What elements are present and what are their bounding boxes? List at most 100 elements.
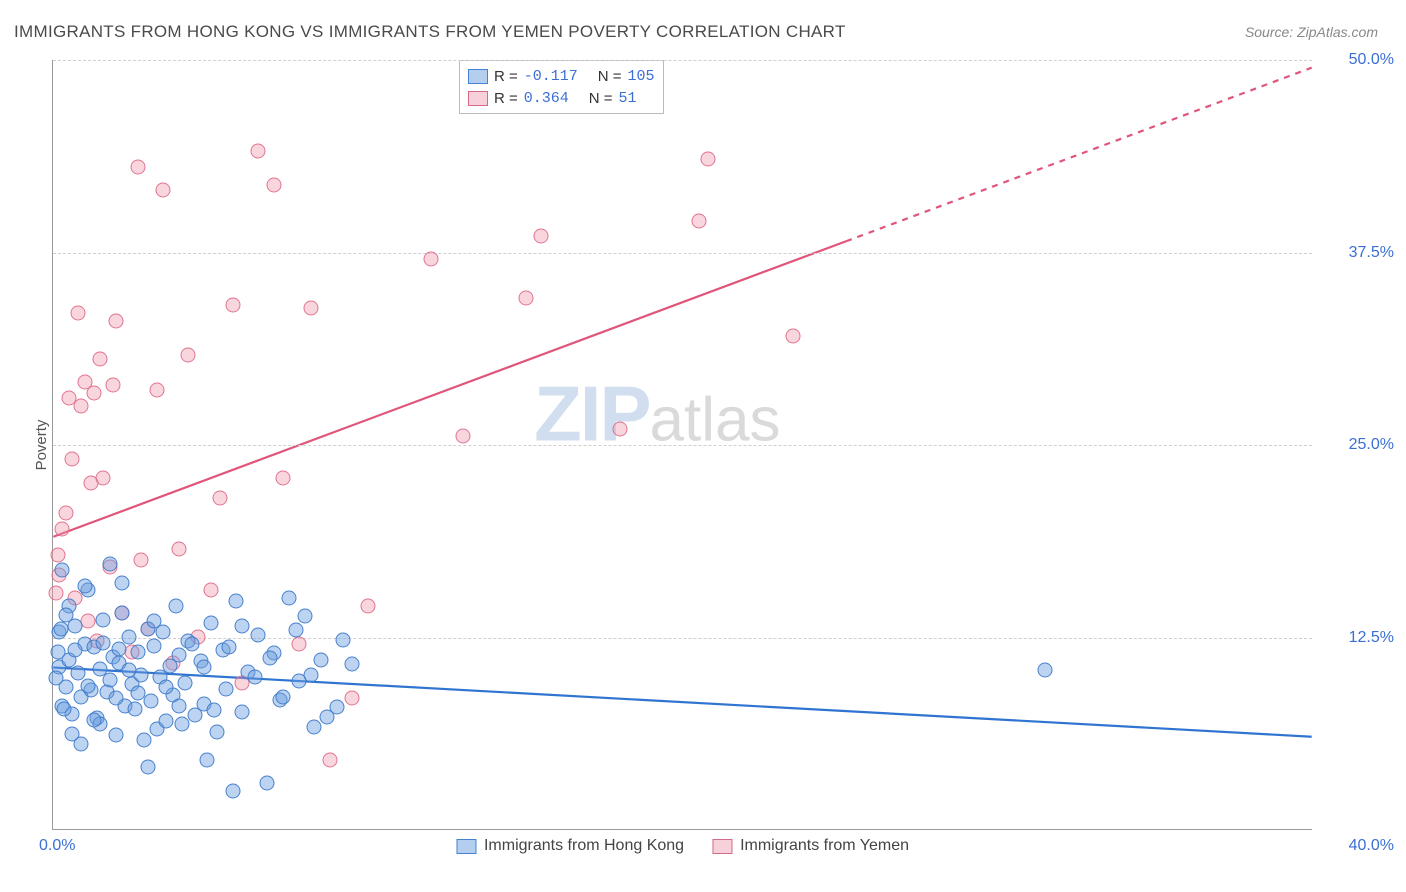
y-tick-label: 12.5% — [1322, 629, 1394, 647]
x-tick-origin: 0.0% — [39, 837, 75, 855]
legend-row-yemen: R = 0.364 N = 51 — [468, 87, 655, 109]
legend-item-yemen: Immigrants from Yemen — [712, 837, 909, 855]
data-point — [225, 298, 240, 313]
data-point — [181, 347, 196, 362]
gridline — [53, 60, 1312, 61]
data-point — [345, 657, 360, 672]
data-point — [307, 720, 322, 735]
data-point — [200, 752, 215, 767]
data-point — [288, 623, 303, 638]
y-tick-label: 37.5% — [1322, 244, 1394, 262]
swatch-pink-icon — [712, 839, 732, 854]
chart-title: IMMIGRANTS FROM HONG KONG VS IMMIGRANTS … — [14, 22, 846, 42]
data-point — [131, 159, 146, 174]
data-point — [50, 644, 65, 659]
data-point — [137, 732, 152, 747]
data-point — [455, 429, 470, 444]
data-point — [222, 640, 237, 655]
data-point — [691, 213, 706, 228]
series-legend: Immigrants from Hong Kong Immigrants fro… — [456, 837, 909, 855]
data-point — [304, 301, 319, 316]
data-point — [115, 606, 130, 621]
data-point — [219, 681, 234, 696]
data-point — [146, 638, 161, 653]
r-value-ym: 0.364 — [524, 90, 569, 107]
n-value-hk: 105 — [628, 68, 655, 85]
data-point — [127, 701, 142, 716]
data-point — [613, 421, 628, 436]
data-point — [184, 637, 199, 652]
data-point — [49, 586, 64, 601]
data-point — [172, 647, 187, 662]
data-point — [172, 698, 187, 713]
data-point — [57, 701, 72, 716]
plot-area: ZIPatlas R = -0.117 N = 105 R = 0.364 N … — [52, 60, 1312, 830]
data-point — [291, 637, 306, 652]
scatter-chart: Poverty ZIPatlas R = -0.117 N = 105 R = … — [52, 60, 1312, 830]
data-point — [159, 680, 174, 695]
data-point — [266, 178, 281, 193]
data-point — [172, 541, 187, 556]
data-point — [105, 378, 120, 393]
r-label: R = — [494, 68, 518, 85]
data-point — [175, 717, 190, 732]
data-point — [121, 663, 136, 678]
data-point — [178, 675, 193, 690]
data-point — [131, 686, 146, 701]
data-point — [140, 760, 155, 775]
data-point — [146, 614, 161, 629]
data-point — [320, 709, 335, 724]
gridline — [53, 445, 1312, 446]
data-point — [102, 672, 117, 687]
data-point — [53, 621, 68, 636]
data-point — [263, 651, 278, 666]
data-point — [361, 598, 376, 613]
data-point — [102, 557, 117, 572]
data-point — [80, 678, 95, 693]
data-point — [250, 144, 265, 159]
series-label-ym: Immigrants from Yemen — [740, 837, 909, 855]
swatch-blue — [468, 69, 488, 84]
data-point — [534, 229, 549, 244]
data-point — [228, 594, 243, 609]
data-point — [143, 694, 158, 709]
data-point — [112, 641, 127, 656]
data-point — [96, 470, 111, 485]
data-point — [209, 724, 224, 739]
data-point — [49, 671, 64, 686]
data-point — [55, 563, 70, 578]
n-value-ym: 51 — [619, 90, 637, 107]
gridline — [53, 253, 1312, 254]
series-label-hk: Immigrants from Hong Kong — [484, 837, 684, 855]
data-point — [345, 691, 360, 706]
data-point — [109, 691, 124, 706]
data-point — [212, 490, 227, 505]
data-point — [1038, 663, 1053, 678]
data-point — [323, 752, 338, 767]
watermark-light: atlas — [650, 385, 781, 454]
data-point — [68, 643, 83, 658]
data-point — [77, 578, 92, 593]
data-point — [282, 591, 297, 606]
swatch-blue-icon — [456, 839, 476, 854]
data-point — [96, 635, 111, 650]
data-point — [64, 452, 79, 467]
data-point — [58, 607, 73, 622]
data-point — [203, 615, 218, 630]
data-point — [115, 575, 130, 590]
data-point — [260, 775, 275, 790]
data-point — [275, 470, 290, 485]
data-point — [58, 506, 73, 521]
data-point — [109, 313, 124, 328]
data-point — [74, 398, 89, 413]
data-point — [168, 598, 183, 613]
data-point — [701, 152, 716, 167]
data-point — [131, 644, 146, 659]
r-value-hk: -0.117 — [524, 68, 578, 85]
data-point — [156, 182, 171, 197]
data-point — [203, 583, 218, 598]
data-point — [518, 290, 533, 305]
y-tick-label: 25.0% — [1322, 436, 1394, 454]
gridline — [53, 638, 1312, 639]
data-point — [71, 306, 86, 321]
